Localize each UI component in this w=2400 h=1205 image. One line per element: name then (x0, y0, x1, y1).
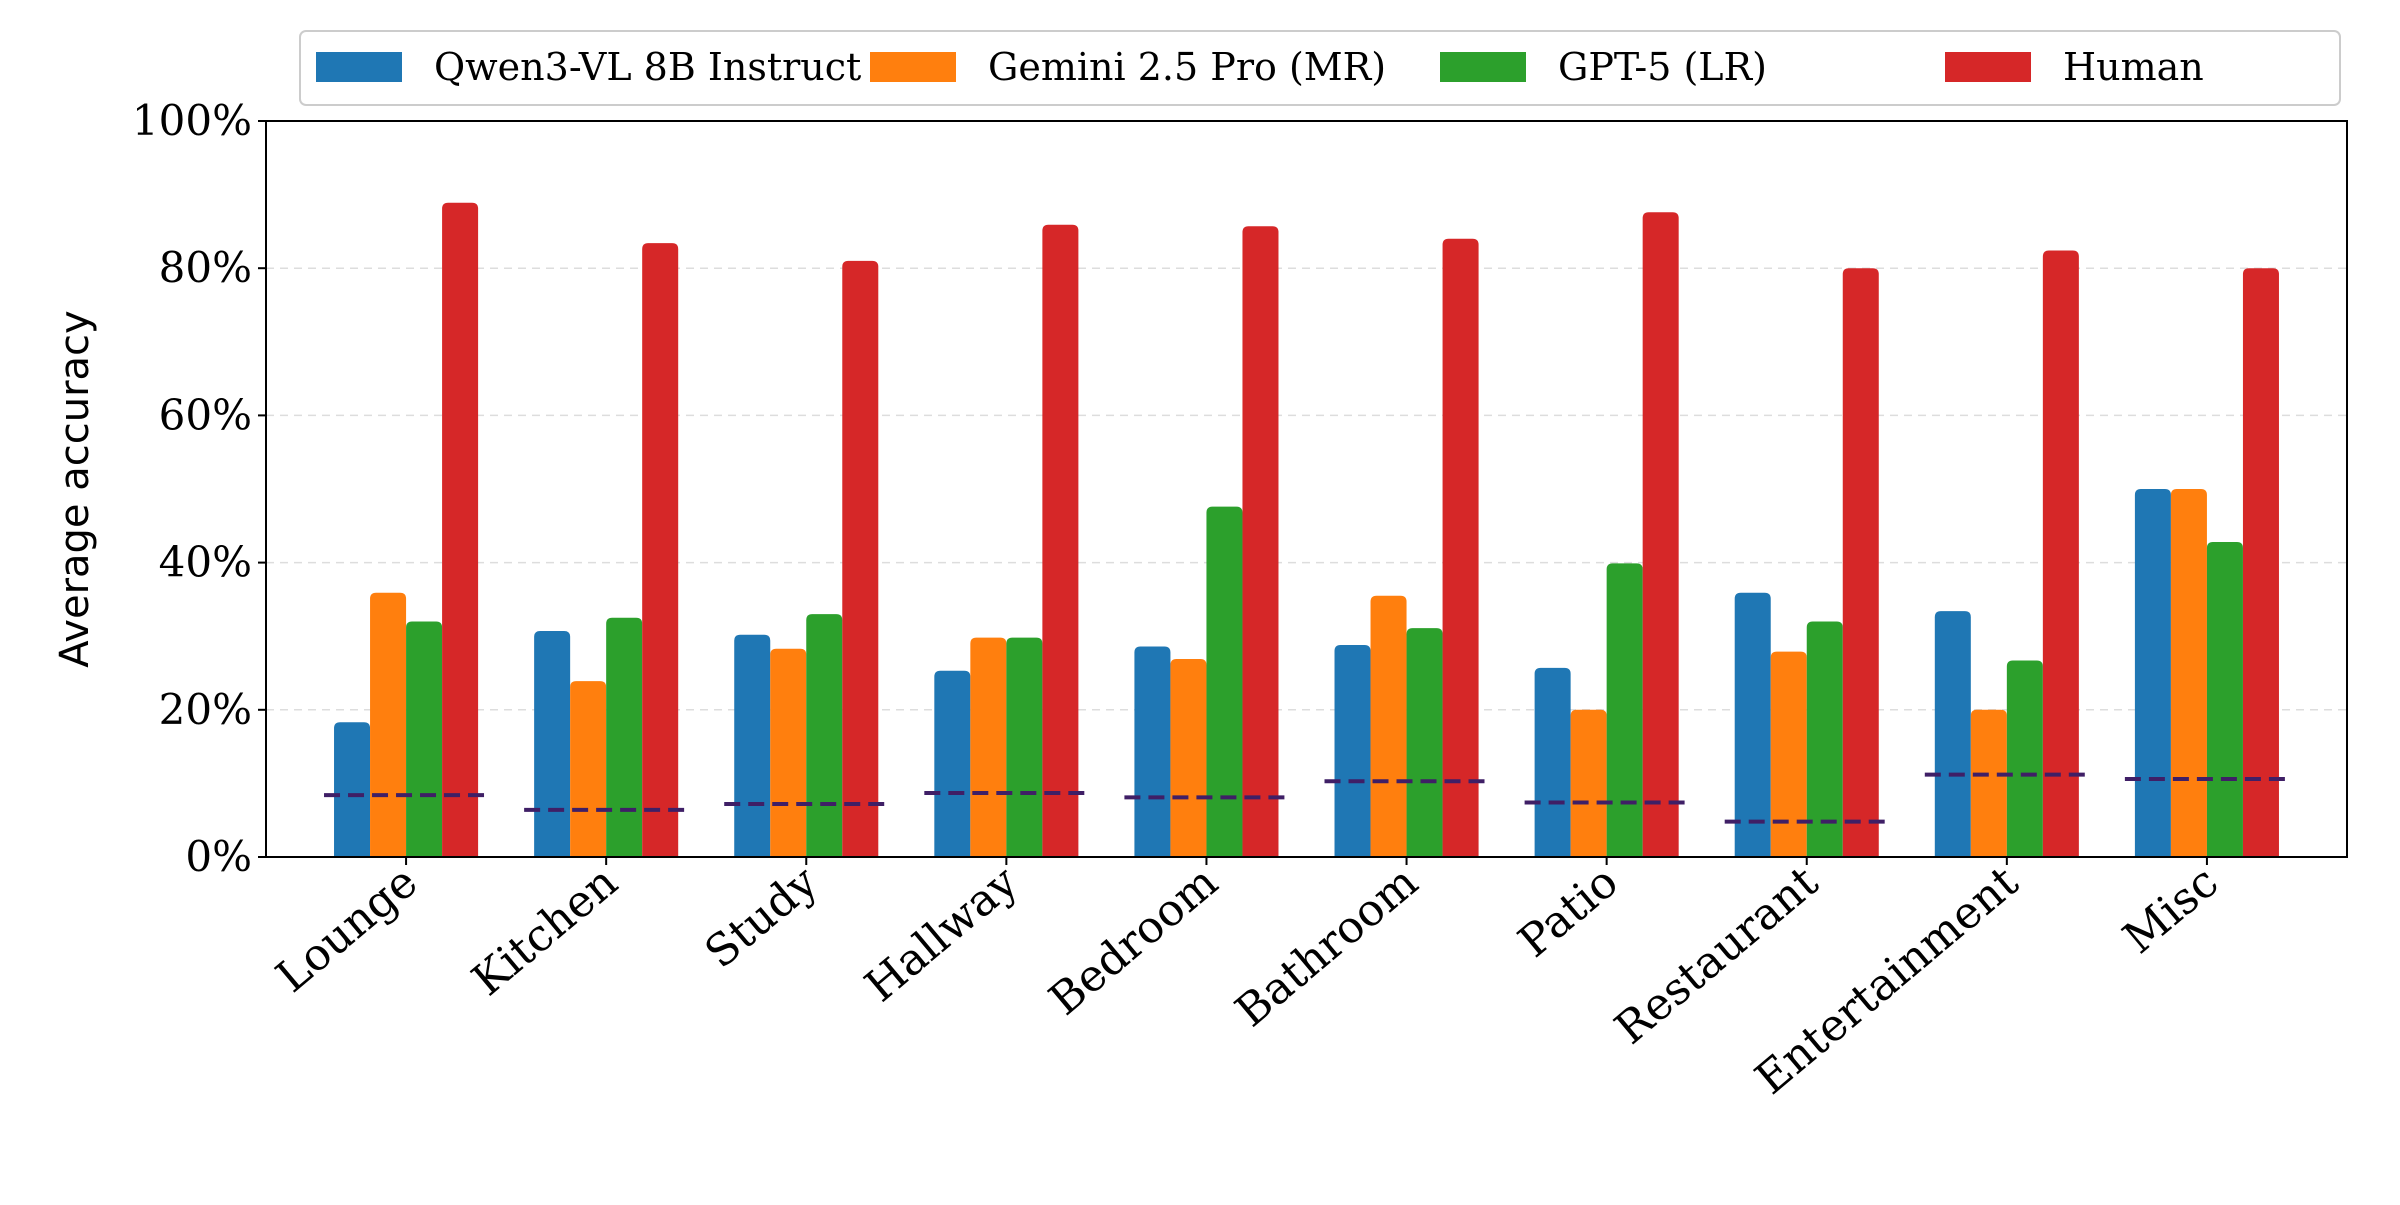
bar-qwen3-vl-8b-instruct-study (734, 634, 771, 857)
bar-human-bedroom (1242, 226, 1279, 858)
bar-qwen3-vl-8b-instruct-lounge (334, 722, 371, 857)
bar-qwen3-vl-8b-instruct-misc (2134, 489, 2171, 857)
y-tick-label: 60% (159, 390, 252, 439)
legend-label: Gemini 2.5 Pro (MR) (988, 45, 1386, 89)
x-tick-label: Kitchen (463, 856, 628, 1006)
x-tick-label: Patio (1509, 856, 1628, 967)
bar-gemini-2-5-pro-mr--study (770, 648, 807, 857)
bar-gpt-5-lr--restaurant (1806, 621, 1843, 857)
bar-human-misc (2242, 268, 2279, 857)
x-tick-label: Lounge (267, 856, 427, 1002)
y-axis: 0% 20% 40% 60% 80% 100% (132, 96, 266, 881)
bar-human-entertainment (2042, 250, 2079, 857)
bar-gpt-5-lr--patio (1606, 563, 1643, 857)
bar-gemini-2-5-pro-mr--bathroom (1370, 595, 1407, 857)
bar-gemini-2-5-pro-mr--hallway (970, 637, 1007, 857)
bar-qwen3-vl-8b-instruct-bathroom (1334, 645, 1371, 857)
legend-swatch (1945, 52, 2031, 82)
y-tick-label: 20% (159, 685, 252, 734)
legend-swatch (1440, 52, 1526, 82)
bar-qwen3-vl-8b-instruct-kitchen (534, 631, 571, 857)
bar-gpt-5-lr--entertainment (2006, 660, 2043, 857)
y-tick-label: 80% (159, 243, 252, 292)
bars (334, 202, 2279, 858)
legend-label: Human (2063, 45, 2204, 89)
bar-human-restaurant (1842, 268, 1879, 857)
x-tick-label: Hallway (856, 856, 1028, 1012)
legend: Qwen3-VL 8B Instruct Gemini 2.5 Pro (MR) G… (299, 30, 2341, 106)
legend-frame (299, 30, 2341, 106)
y-axis-label: Average accuracy (52, 310, 98, 667)
bar-gpt-5-lr--study (806, 614, 843, 857)
reference-lines (324, 772, 2289, 824)
bar-gemini-2-5-pro-mr--entertainment (1970, 709, 2007, 857)
y-tick-label: 0% (185, 832, 252, 881)
bar-gpt-5-lr--lounge (406, 621, 443, 857)
bar-gemini-2-5-pro-mr--bedroom (1170, 659, 1207, 857)
bar-qwen3-vl-8b-instruct-restaurant (1734, 592, 1771, 857)
bar-gemini-2-5-pro-mr--misc (2170, 489, 2207, 857)
legend-swatch (870, 52, 956, 82)
legend-label: GPT-5 (LR) (1558, 45, 1767, 89)
bar-qwen3-vl-8b-instruct-hallway (934, 670, 971, 857)
x-axis: Lounge Kitchen Study Hallway BedroomBathroom… (267, 856, 2228, 1104)
bar-gemini-2-5-pro-mr--lounge (370, 592, 407, 857)
bar-qwen3-vl-8b-instruct-entertainment (1934, 611, 1971, 857)
legend-label: Qwen3-VL 8B Instruct (434, 45, 861, 89)
plot-frame (265, 120, 2348, 858)
x-tick-label: Bathroom (1226, 856, 1428, 1037)
bar-gpt-5-lr--hallway (1006, 637, 1043, 857)
bar-human-patio (1642, 212, 1679, 857)
bar-gemini-2-5-pro-mr--kitchen (570, 681, 607, 857)
legend-swatch (316, 52, 402, 82)
gridlines (266, 267, 2347, 711)
x-tick-label: Misc (2114, 856, 2228, 963)
bar-human-bathroom (1442, 238, 1479, 857)
bar-human-kitchen (642, 243, 679, 857)
bar-gemini-2-5-pro-mr--patio (1570, 709, 1607, 857)
x-tick-label: Bedroom (1040, 856, 1228, 1025)
bar-qwen3-vl-8b-instruct-bedroom (1134, 646, 1171, 857)
bar-gemini-2-5-pro-mr--restaurant (1770, 651, 1807, 857)
bar-human-hallway (1042, 224, 1079, 857)
bar-gpt-5-lr--bathroom (1406, 628, 1443, 857)
bar-qwen3-vl-8b-instruct-patio (1534, 667, 1571, 857)
bar-human-study (842, 260, 879, 858)
bar-gpt-5-lr--misc (2206, 541, 2243, 857)
y-tick-label: 40% (159, 538, 252, 587)
y-tick-label: 100% (132, 96, 252, 145)
bar-human-lounge (442, 202, 479, 858)
bar-gpt-5-lr--bedroom (1206, 506, 1243, 857)
bar-gpt-5-lr--kitchen (606, 617, 643, 857)
x-tick-label: Study (696, 856, 828, 978)
